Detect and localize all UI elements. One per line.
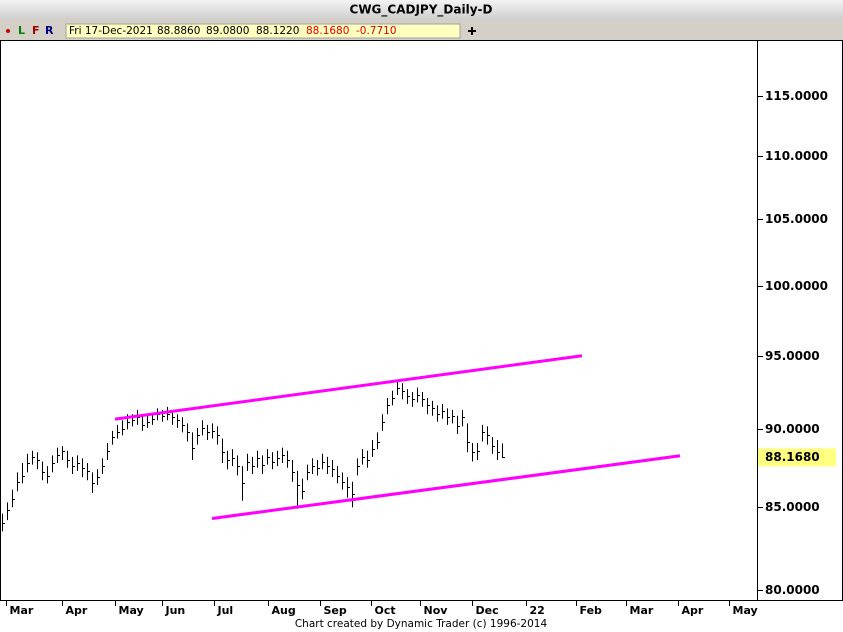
x-tick-label: Oct: [375, 604, 396, 617]
x-tick-label: Dec: [476, 604, 499, 617]
price-marker-label: 88.1680: [765, 450, 820, 464]
toolbar-button[interactable]: F: [32, 24, 40, 37]
bar-high: 89.0800: [206, 25, 249, 37]
bar-change: -0.7710: [356, 25, 397, 37]
data-field: [65, 23, 461, 39]
trendline: [114, 354, 583, 421]
y-tick-label: 85.0000: [765, 500, 820, 514]
y-tick-label: 105.0000: [765, 212, 828, 226]
y-tick-label: 100.0000: [765, 279, 828, 293]
x-tick-label: 22: [530, 604, 545, 617]
toolbar-button[interactable]: L: [18, 24, 25, 37]
y-tick-label: 90.0000: [765, 422, 820, 436]
footer: Chart created by Dynamic Trader (c) 1996…: [295, 618, 548, 630]
y-tick-label: 95.0000: [765, 349, 820, 363]
chart-title: CWG_CADJPY_Daily-D: [350, 3, 493, 18]
x-tick-label: Mar: [630, 604, 654, 617]
x-tick-label: Apr: [682, 604, 704, 617]
x-tick-label: Mar: [10, 604, 34, 617]
x-tick-label: Aug: [272, 604, 296, 617]
toolbar-button[interactable]: R: [45, 24, 54, 37]
add-button[interactable]: [468, 27, 476, 35]
bar-date: Fri 17-Dec-2021: [69, 25, 153, 37]
x-tick-label: Jul: [217, 604, 234, 617]
title-bar: [0, 0, 843, 19]
trendline: [211, 454, 681, 520]
y-tick-label: 110.0000: [765, 149, 828, 163]
bar-open: 88.8860: [157, 25, 200, 37]
x-tick-label: Nov: [424, 604, 449, 617]
plot-frame: [0, 40, 843, 601]
x-tick-label: Jun: [165, 604, 186, 617]
x-tick-label: Sep: [324, 604, 347, 617]
x-tick-label: May: [119, 604, 144, 617]
price-marker-box: [758, 448, 836, 467]
x-tick-label: Feb: [580, 604, 603, 617]
bar-close: 88.1680: [306, 25, 349, 37]
y-tick-label: 80.0000: [765, 583, 820, 597]
toolbar-dot: [6, 29, 10, 33]
y-tick-label: 115.0000: [765, 89, 828, 103]
bar-low: 88.1220: [256, 25, 299, 37]
x-tick-label: Apr: [66, 604, 88, 617]
x-tick-label: May: [733, 604, 758, 617]
